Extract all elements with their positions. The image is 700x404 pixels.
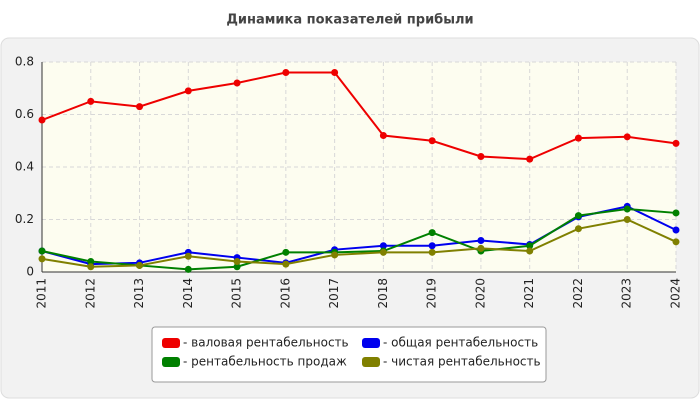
- data-point: [87, 97, 95, 105]
- data-point: [38, 247, 46, 255]
- data-point: [428, 248, 436, 256]
- x-tick-label: 2022: [571, 278, 585, 309]
- data-point: [526, 155, 534, 163]
- legend-label: - чистая рентабельность: [383, 355, 541, 369]
- data-point: [672, 139, 680, 147]
- data-point: [477, 244, 485, 252]
- data-point: [623, 216, 631, 223]
- y-tick-label: 0.2: [15, 212, 34, 226]
- y-tick-label: 0: [26, 265, 34, 279]
- data-point: [379, 242, 387, 250]
- legend-label: - валовая рентабельность: [183, 336, 349, 350]
- data-point: [38, 116, 46, 124]
- series-line: [41, 218, 677, 268]
- legend-label: - рентабельность продаж: [183, 355, 347, 369]
- data-point: [282, 260, 290, 268]
- data-point: [379, 132, 387, 139]
- x-tick-label: 2017: [327, 278, 341, 309]
- data-point: [477, 153, 485, 160]
- data-point: [574, 212, 582, 220]
- data-point: [574, 134, 582, 142]
- data-point: [184, 87, 192, 95]
- data-point: [136, 103, 144, 111]
- y-tick-label: 0.4: [15, 160, 34, 174]
- y-tick-label: 0.6: [15, 107, 34, 121]
- data-point: [331, 251, 339, 259]
- data-point: [233, 258, 241, 265]
- x-tick-label: 2021: [522, 278, 536, 309]
- data-point: [87, 258, 95, 265]
- data-point: [184, 252, 192, 260]
- data-point: [428, 137, 436, 145]
- data-point: [233, 263, 241, 271]
- data-point: [428, 242, 436, 250]
- x-tick-label: 2023: [620, 278, 634, 309]
- series-line: [41, 71, 677, 161]
- data-point: [87, 263, 95, 271]
- data-point: [331, 69, 339, 76]
- x-tick-label: 2015: [230, 278, 244, 309]
- data-point: [477, 237, 485, 244]
- x-tick-label: 2019: [425, 278, 439, 309]
- data-point: [526, 242, 534, 250]
- data-point: [672, 238, 680, 246]
- data-point: [233, 79, 241, 87]
- data-point: [38, 255, 46, 263]
- data-point: [282, 248, 290, 256]
- data-point: [672, 209, 680, 217]
- data-point: [623, 205, 631, 213]
- data-point: [672, 226, 680, 234]
- x-tick-label: 2018: [376, 278, 390, 309]
- x-tick-label: 2012: [83, 278, 97, 309]
- series-line: [41, 207, 677, 271]
- data-point: [574, 225, 582, 233]
- legend: [151, 326, 547, 383]
- x-tick-label: 2024: [669, 278, 683, 309]
- data-point: [623, 133, 631, 141]
- chart-title: Динамика показателей прибыли: [226, 13, 473, 28]
- data-point: [428, 229, 436, 237]
- x-tick-label: 2014: [181, 278, 195, 309]
- legend-label: - общая рентабельность: [383, 336, 538, 350]
- data-point: [379, 248, 387, 256]
- x-tick-label: 2011: [35, 278, 49, 309]
- data-point: [184, 265, 192, 273]
- legend-swatch: [162, 338, 180, 348]
- data-point: [526, 247, 534, 255]
- x-tick-label: 2020: [473, 278, 487, 309]
- data-point: [136, 261, 144, 269]
- legend-swatch: [362, 357, 380, 367]
- legend-swatch: [162, 357, 180, 367]
- y-tick-label: 0.8: [15, 55, 34, 69]
- x-tick-label: 2013: [132, 278, 146, 309]
- data-point: [282, 69, 290, 76]
- x-tick-label: 2016: [278, 278, 292, 309]
- legend-swatch: [362, 338, 380, 348]
